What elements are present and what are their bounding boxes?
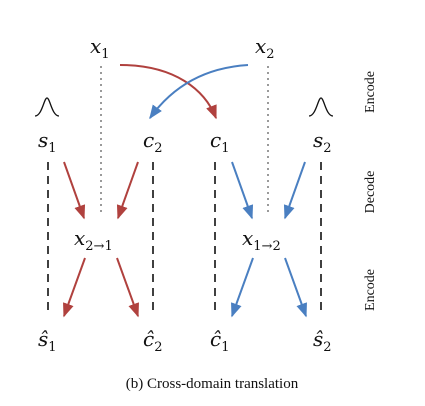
recon-c1-hat: ĉ1 bbox=[210, 327, 229, 355]
decode-c2-arrow bbox=[118, 162, 138, 218]
style-code-s1: s1 bbox=[38, 128, 57, 156]
encode-x1-to-c1-arrow bbox=[120, 65, 216, 118]
gaussian-prior-icon bbox=[35, 98, 59, 116]
stage-label-decode: Decode bbox=[363, 171, 378, 214]
input-x2-label: x2 bbox=[255, 34, 275, 62]
figure-caption: (b) Cross-domain translation bbox=[126, 376, 299, 392]
translated-x1-to-2: x1→2 bbox=[242, 226, 281, 254]
gaussian-prior-icon bbox=[309, 98, 333, 116]
style-code-s2: s2 bbox=[313, 128, 332, 156]
translated-x2-to-1: x2→1 bbox=[74, 226, 113, 254]
content-code-c1: c1 bbox=[210, 128, 229, 156]
stage-label-encode-top: Encode bbox=[363, 71, 378, 113]
decode-c1-arrow bbox=[232, 162, 252, 218]
reencode-c2-hat-arrow bbox=[117, 258, 138, 316]
decode-s2-arrow bbox=[285, 162, 305, 218]
recon-s2-hat: ŝ2 bbox=[313, 327, 332, 355]
recon-s1-hat: ŝ1 bbox=[38, 327, 57, 355]
content-code-c2: c2 bbox=[143, 128, 162, 156]
reencode-s1-hat-arrow bbox=[64, 258, 85, 316]
decode-s1-arrow bbox=[64, 162, 84, 218]
input-x1-label: x1 bbox=[90, 34, 110, 62]
reencode-c1-hat-arrow bbox=[232, 258, 253, 316]
stage-label-encode-bottom: Encode bbox=[363, 269, 378, 311]
reencode-s2-hat-arrow bbox=[285, 258, 306, 316]
recon-c2-hat: ĉ2 bbox=[143, 327, 162, 355]
